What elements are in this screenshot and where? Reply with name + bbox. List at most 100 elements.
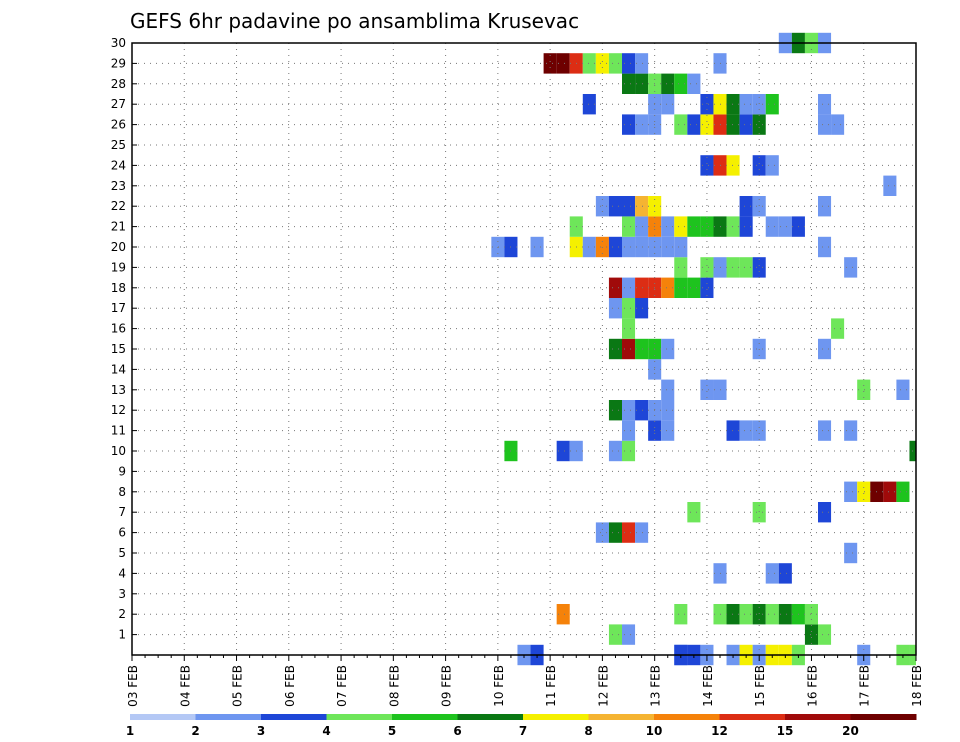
y-tick-label: 25 [111, 138, 126, 152]
heatmap-cell [622, 114, 636, 135]
heatmap-cell [635, 236, 649, 258]
heatmap-cell [883, 481, 897, 502]
heatmap-cell [700, 216, 714, 237]
heatmap-cell [635, 522, 649, 543]
x-axis: 03 FEB 04 FEB 05 FEB 06 FEB 07 FEB 08 FEB 09 F… [126, 655, 924, 707]
colorbar-label: 2 [191, 724, 199, 738]
heatmap-cell [635, 338, 649, 360]
heatmap-cell [739, 114, 753, 135]
heatmap-cell [674, 114, 688, 135]
y-tick-label: 19 [111, 260, 126, 274]
colorbar-swatch [326, 714, 393, 720]
heatmap-cell [818, 502, 832, 523]
heatmap-cell [778, 604, 792, 625]
heatmap-cell [674, 604, 688, 625]
heatmap-cell [661, 420, 675, 441]
heatmap-cell [700, 277, 714, 298]
heatmap-cell [804, 604, 818, 625]
heatmap-cell [661, 236, 675, 258]
heatmap-cell [530, 236, 544, 258]
heatmap-cell [635, 114, 649, 135]
heatmap-cell [674, 277, 688, 298]
heatmap-cell [739, 257, 753, 278]
heatmap-cell [661, 73, 675, 94]
y-tick-label: 26 [111, 118, 126, 132]
y-tick-label: 13 [111, 383, 126, 397]
colorbar-swatch [392, 714, 458, 720]
y-tick-label: 15 [111, 342, 126, 356]
colorbar-label: 20 [842, 724, 859, 738]
heatmap-cell [739, 604, 753, 625]
heatmap-cell [608, 298, 622, 319]
heatmap-cell [622, 236, 636, 258]
heatmap-cell [739, 420, 753, 441]
heatmap-cell [844, 257, 858, 278]
heatmap-cell [752, 94, 766, 115]
heatmap-cell [674, 216, 688, 237]
heatmap-cell [726, 155, 740, 176]
heatmap-cell [700, 94, 714, 115]
x-tick-label: 06 FEB [283, 665, 297, 707]
heatmap-cell [622, 298, 636, 319]
y-tick-label: 7 [118, 505, 126, 519]
y-tick-label: 21 [111, 220, 126, 234]
heatmap-cell [687, 502, 701, 523]
heatmap-cell [752, 604, 766, 625]
heatmap-cell [635, 73, 649, 94]
y-tick-label: 10 [111, 444, 126, 458]
heatmap-cell [608, 53, 622, 74]
heatmap-cell [608, 277, 622, 298]
heatmap-cell [622, 53, 636, 74]
heatmap-cell [661, 338, 675, 360]
x-tick-label: 11 FEB [544, 665, 558, 707]
heatmap-cell [883, 175, 897, 196]
heatmap-cell [844, 542, 858, 564]
x-tick-label: 18 FEB [910, 665, 924, 707]
x-tick-label: 07 FEB [335, 665, 349, 707]
heatmap-cell [595, 53, 609, 74]
heatmap-cell [674, 73, 688, 94]
heatmap-cell [687, 114, 701, 135]
heatmap-cell [582, 53, 596, 74]
heatmap-cell [635, 53, 649, 74]
colorbar-swatch [195, 714, 262, 720]
heatmap-cell [765, 155, 779, 176]
heatmap-cell [687, 216, 701, 237]
heatmap-cell [739, 94, 753, 115]
heatmap-cell [622, 216, 636, 237]
heatmap-cell [687, 73, 701, 94]
heatmap-cell [752, 257, 766, 278]
heatmap-cell [595, 196, 609, 217]
colorbar-label: 3 [257, 724, 265, 738]
heatmap-cell [778, 216, 792, 237]
colorbar-swatch [654, 714, 720, 720]
heatmap-cell [818, 624, 832, 645]
heatmap-cell [622, 522, 636, 543]
y-tick-label: 5 [118, 546, 126, 560]
heatmap-cell [595, 522, 609, 543]
colorbar-label: 12 [711, 724, 728, 738]
heatmap-cell [635, 277, 649, 298]
x-tick-label: 09 FEB [440, 665, 454, 707]
x-tick-label: 08 FEB [387, 665, 401, 707]
heatmap-cell [765, 94, 779, 115]
heatmap-cell [622, 440, 636, 462]
heatmap-cell [752, 196, 766, 217]
y-tick-label: 16 [111, 322, 126, 336]
colorbar-label: 7 [519, 724, 527, 738]
y-tick-label: 24 [111, 158, 126, 172]
colorbar: 1 2 3 4 5 6 7 8 10 12 15 20 [126, 714, 917, 738]
heatmap-cell [622, 420, 636, 441]
heatmap-cell [818, 420, 832, 441]
heatmap-cell [818, 196, 832, 217]
heatmap-cell [661, 277, 675, 298]
y-tick-label: 9 [118, 464, 126, 478]
heatmap-cell [661, 400, 675, 421]
y-tick-label: 3 [118, 587, 126, 601]
y-tick-label: 27 [111, 97, 126, 111]
heatmap-cell [608, 400, 622, 421]
x-tick-label: 14 FEB [701, 665, 715, 707]
heatmap-cell [726, 94, 740, 115]
y-tick-label: 22 [111, 199, 126, 213]
